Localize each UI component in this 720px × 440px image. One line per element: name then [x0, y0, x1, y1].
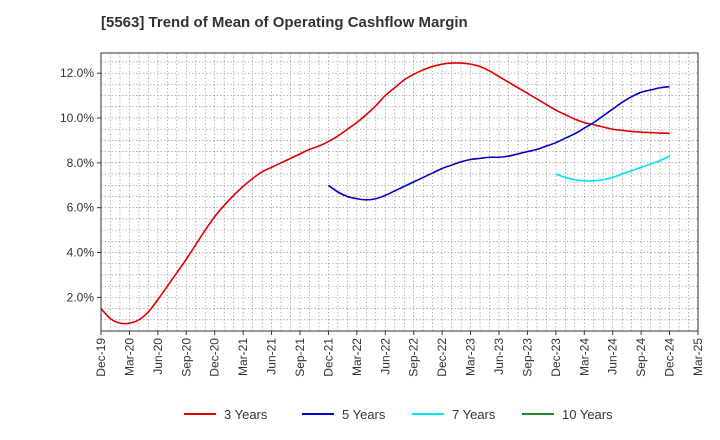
x-tick-label: Sep-21 — [293, 338, 307, 377]
x-tick-label: Jun-20 — [151, 338, 165, 375]
legend-label-5-years: 5 Years — [342, 407, 386, 422]
x-tick-label: Dec-23 — [549, 338, 563, 377]
x-tick-label: Jun-21 — [265, 338, 279, 375]
y-axis-ticks: 2.0% 4.0% 6.0% 8.0% 10.0% 12.0% — [60, 66, 101, 304]
y-tick-label: 4.0% — [67, 246, 95, 260]
x-tick-label: Mar-20 — [122, 338, 136, 376]
x-tick-label: Mar-23 — [464, 338, 478, 376]
x-tick-label: Jun-23 — [492, 338, 506, 375]
chart-title: [5563] Trend of Mean of Operating Cashfl… — [101, 14, 468, 31]
y-tick-label: 2.0% — [67, 290, 95, 304]
x-tick-label: Sep-24 — [634, 338, 648, 377]
legend-label-7-years: 7 Years — [452, 407, 496, 422]
x-axis-ticks: Dec-19 Mar-20 Jun-20 Sep-20 Dec-20 Mar-21 Jun-… — [94, 331, 705, 377]
x-tick-label: Sep-22 — [407, 338, 421, 377]
x-tick-label: Mar-24 — [577, 338, 591, 376]
y-tick-label: 8.0% — [67, 156, 95, 170]
y-tick-label: 6.0% — [67, 201, 95, 215]
grid-lines — [101, 53, 698, 332]
series-line-5-years — [327, 85, 670, 201]
x-tick-label: Dec-20 — [208, 338, 222, 377]
series-lines — [100, 62, 670, 325]
x-tick-label: Mar-22 — [350, 338, 364, 376]
series-line-3-years — [100, 62, 670, 325]
legend-label-3-years: 3 Years — [224, 407, 268, 422]
plot-frame — [100, 52, 699, 332]
plot-background — [101, 53, 698, 331]
x-tick-label: Sep-20 — [179, 338, 193, 377]
x-tick-label: Jun-22 — [378, 338, 392, 375]
x-tick-label: Dec-24 — [663, 338, 677, 377]
x-tick-label: Mar-21 — [236, 338, 250, 376]
y-tick-label: 12.0% — [60, 66, 94, 80]
x-tick-label: Sep-23 — [520, 338, 534, 377]
x-tick-label: Dec-21 — [321, 338, 335, 377]
x-tick-label: Jun-24 — [606, 338, 620, 375]
y-tick-label: 10.0% — [60, 111, 94, 125]
legend: 3 Years 5 Years 7 Years 10 Years — [184, 407, 613, 422]
x-tick-label: Dec-19 — [94, 338, 108, 377]
x-tick-label: Dec-22 — [435, 338, 449, 377]
legend-label-10-years: 10 Years — [562, 407, 613, 422]
series-line-7-years — [555, 155, 670, 182]
x-tick-label: Mar-25 — [691, 338, 705, 376]
